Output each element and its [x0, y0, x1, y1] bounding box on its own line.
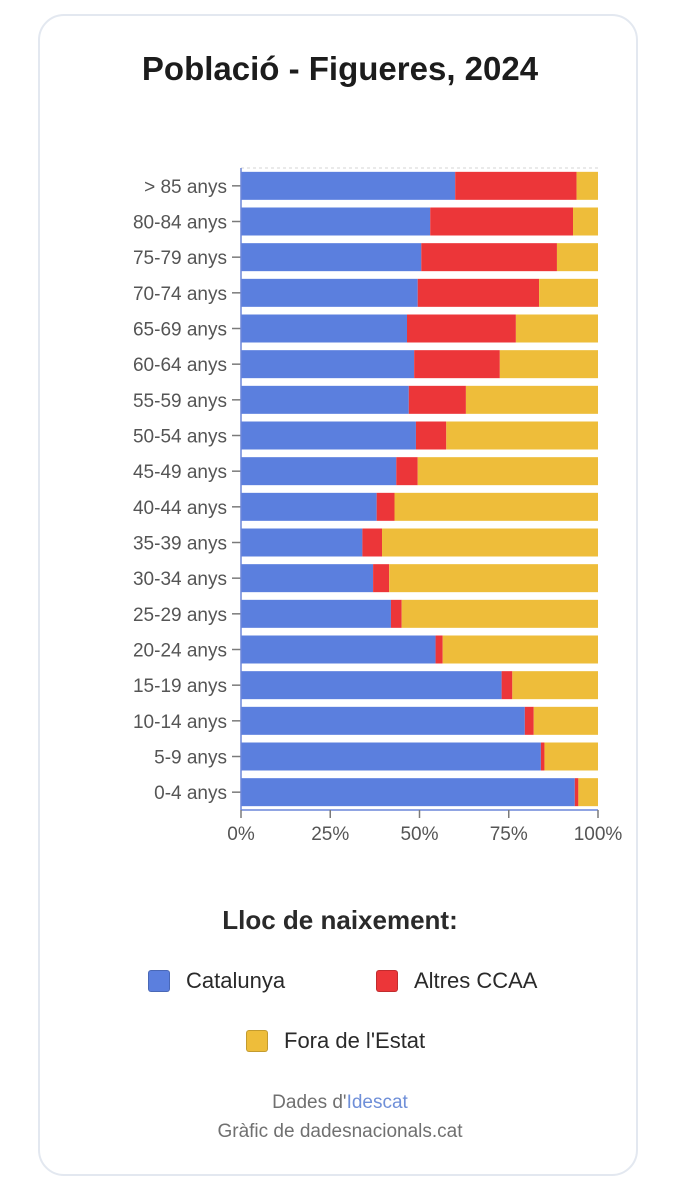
bar-altres-ccaa-1 — [430, 207, 574, 236]
source-line: Dades d'Idescat — [0, 1092, 680, 1114]
bar-fora-de-l-estat-1 — [573, 207, 598, 236]
bar-catalunya-7 — [241, 421, 416, 450]
bar-catalunya-5 — [241, 350, 415, 379]
bar-catalunya-15 — [241, 706, 525, 735]
x-tick-label-0: 0% — [227, 824, 255, 845]
legend-item-altres-ccaa[interactable]: Altres CCAA — [376, 967, 537, 995]
source-prefix: Dades d' — [272, 1092, 347, 1113]
bar-fora-de-l-estat-6 — [465, 385, 598, 414]
y-tick-label-16: 5-9 anys — [154, 748, 227, 769]
bar-fora-de-l-estat-15 — [533, 706, 598, 735]
y-tick-label-9: 40-44 anys — [133, 498, 227, 519]
bar-catalunya-6 — [241, 385, 409, 414]
bar-fora-de-l-estat-14 — [512, 671, 598, 700]
y-tick-label-11: 30-34 anys — [133, 569, 227, 590]
legend-item-fora-estat[interactable]: Fora de l'Estat — [246, 1027, 425, 1055]
bar-catalunya-0 — [241, 171, 456, 200]
y-tick-label-1: 80-84 anys — [133, 213, 227, 234]
bar-altres-ccaa-6 — [408, 385, 466, 414]
legend-item-catalunya[interactable]: Catalunya — [148, 967, 285, 995]
x-tick-label-3: 75% — [490, 824, 528, 845]
y-tick-label-3: 70-74 anys — [133, 284, 227, 305]
x-tick-label-1: 25% — [311, 824, 349, 845]
bar-fora-de-l-estat-13 — [442, 635, 598, 664]
legend-label-altres-ccaa: Altres CCAA — [414, 968, 538, 993]
y-tick-label-5: 60-64 anys — [133, 355, 227, 376]
bar-altres-ccaa-16 — [540, 742, 545, 771]
bar-fora-de-l-estat-4 — [515, 314, 598, 343]
bar-fora-de-l-estat-7 — [446, 421, 598, 450]
bar-altres-ccaa-12 — [390, 599, 402, 628]
bar-altres-ccaa-0 — [455, 171, 577, 200]
bar-altres-ccaa-13 — [435, 635, 443, 664]
bar-catalunya-12 — [241, 599, 391, 628]
x-tick-label-2: 50% — [400, 824, 438, 845]
bar-altres-ccaa-10 — [362, 528, 383, 557]
bar-catalunya-16 — [241, 742, 541, 771]
bar-altres-ccaa-9 — [376, 492, 395, 521]
legend-swatch-fora-estat — [246, 1030, 268, 1052]
y-tick-label-4: 65-69 anys — [133, 320, 227, 341]
bar-altres-ccaa-15 — [524, 706, 534, 735]
bar-altres-ccaa-4 — [407, 314, 516, 343]
y-tick-label-10: 35-39 anys — [133, 534, 227, 555]
bar-fora-de-l-estat-17 — [578, 778, 598, 807]
bar-fora-de-l-estat-0 — [576, 171, 598, 200]
bar-altres-ccaa-2 — [421, 243, 557, 272]
bar-altres-ccaa-3 — [417, 278, 540, 307]
y-tick-label-14: 15-19 anys — [133, 676, 227, 697]
legend-swatch-catalunya — [148, 970, 170, 992]
bar-catalunya-2 — [241, 243, 422, 272]
chart-title: Població - Figueres, 2024 — [141, 50, 539, 87]
legend-label-fora-estat: Fora de l'Estat — [284, 1028, 426, 1053]
bar-catalunya-1 — [241, 207, 431, 236]
y-tick-label-7: 50-54 anys — [133, 427, 227, 448]
y-tick-label-15: 10-14 anys — [133, 712, 227, 733]
bar-catalunya-14 — [241, 671, 502, 700]
bar-fora-de-l-estat-10 — [382, 528, 598, 557]
bar-catalunya-11 — [241, 564, 374, 593]
bar-catalunya-9 — [241, 492, 377, 521]
legend-swatch-altres-ccaa — [376, 970, 398, 992]
bar-catalunya-10 — [241, 528, 363, 557]
bar-catalunya-13 — [241, 635, 436, 664]
bar-fora-de-l-estat-2 — [556, 243, 598, 272]
bar-fora-de-l-estat-9 — [394, 492, 598, 521]
bar-fora-de-l-estat-16 — [544, 742, 598, 771]
bar-altres-ccaa-17 — [574, 778, 579, 807]
bar-catalunya-4 — [241, 314, 408, 343]
y-tick-label-2: 75-79 anys — [133, 248, 227, 269]
idescat-link[interactable]: Idescat — [346, 1092, 408, 1113]
bar-fora-de-l-estat-12 — [401, 599, 598, 628]
bar-fora-de-l-estat-11 — [389, 564, 598, 593]
bar-fora-de-l-estat-5 — [499, 350, 598, 379]
bar-catalunya-8 — [241, 457, 397, 486]
bar-catalunya-17 — [241, 778, 575, 807]
credit-line: Gràfic de dadesnacionals.cat — [217, 1121, 463, 1142]
stacked-bar-chart: > 85 anys 80-84 anys 75-79 anys 70-74 anys 6… — [133, 167, 623, 845]
legend-label-catalunya: Catalunya — [186, 968, 286, 993]
bar-altres-ccaa-11 — [373, 564, 390, 593]
y-tick-label-6: 55-59 anys — [133, 391, 227, 412]
bar-altres-ccaa-8 — [396, 457, 418, 486]
legend-title: Lloc de naixement: — [222, 905, 458, 935]
y-tick-label-8: 45-49 anys — [133, 462, 227, 483]
bar-altres-ccaa-14 — [501, 671, 513, 700]
bar-altres-ccaa-7 — [415, 421, 447, 450]
bar-altres-ccaa-5 — [414, 350, 500, 379]
bar-fora-de-l-estat-3 — [539, 278, 598, 307]
y-tick-label-0: > 85 anys — [144, 177, 227, 198]
y-tick-label-12: 25-29 anys — [133, 605, 227, 626]
x-tick-label-4: 100% — [574, 824, 623, 845]
y-tick-label-13: 20-24 anys — [133, 641, 227, 662]
y-tick-label-17: 0-4 anys — [154, 783, 227, 804]
bar-fora-de-l-estat-8 — [417, 457, 598, 486]
bar-catalunya-3 — [241, 278, 418, 307]
